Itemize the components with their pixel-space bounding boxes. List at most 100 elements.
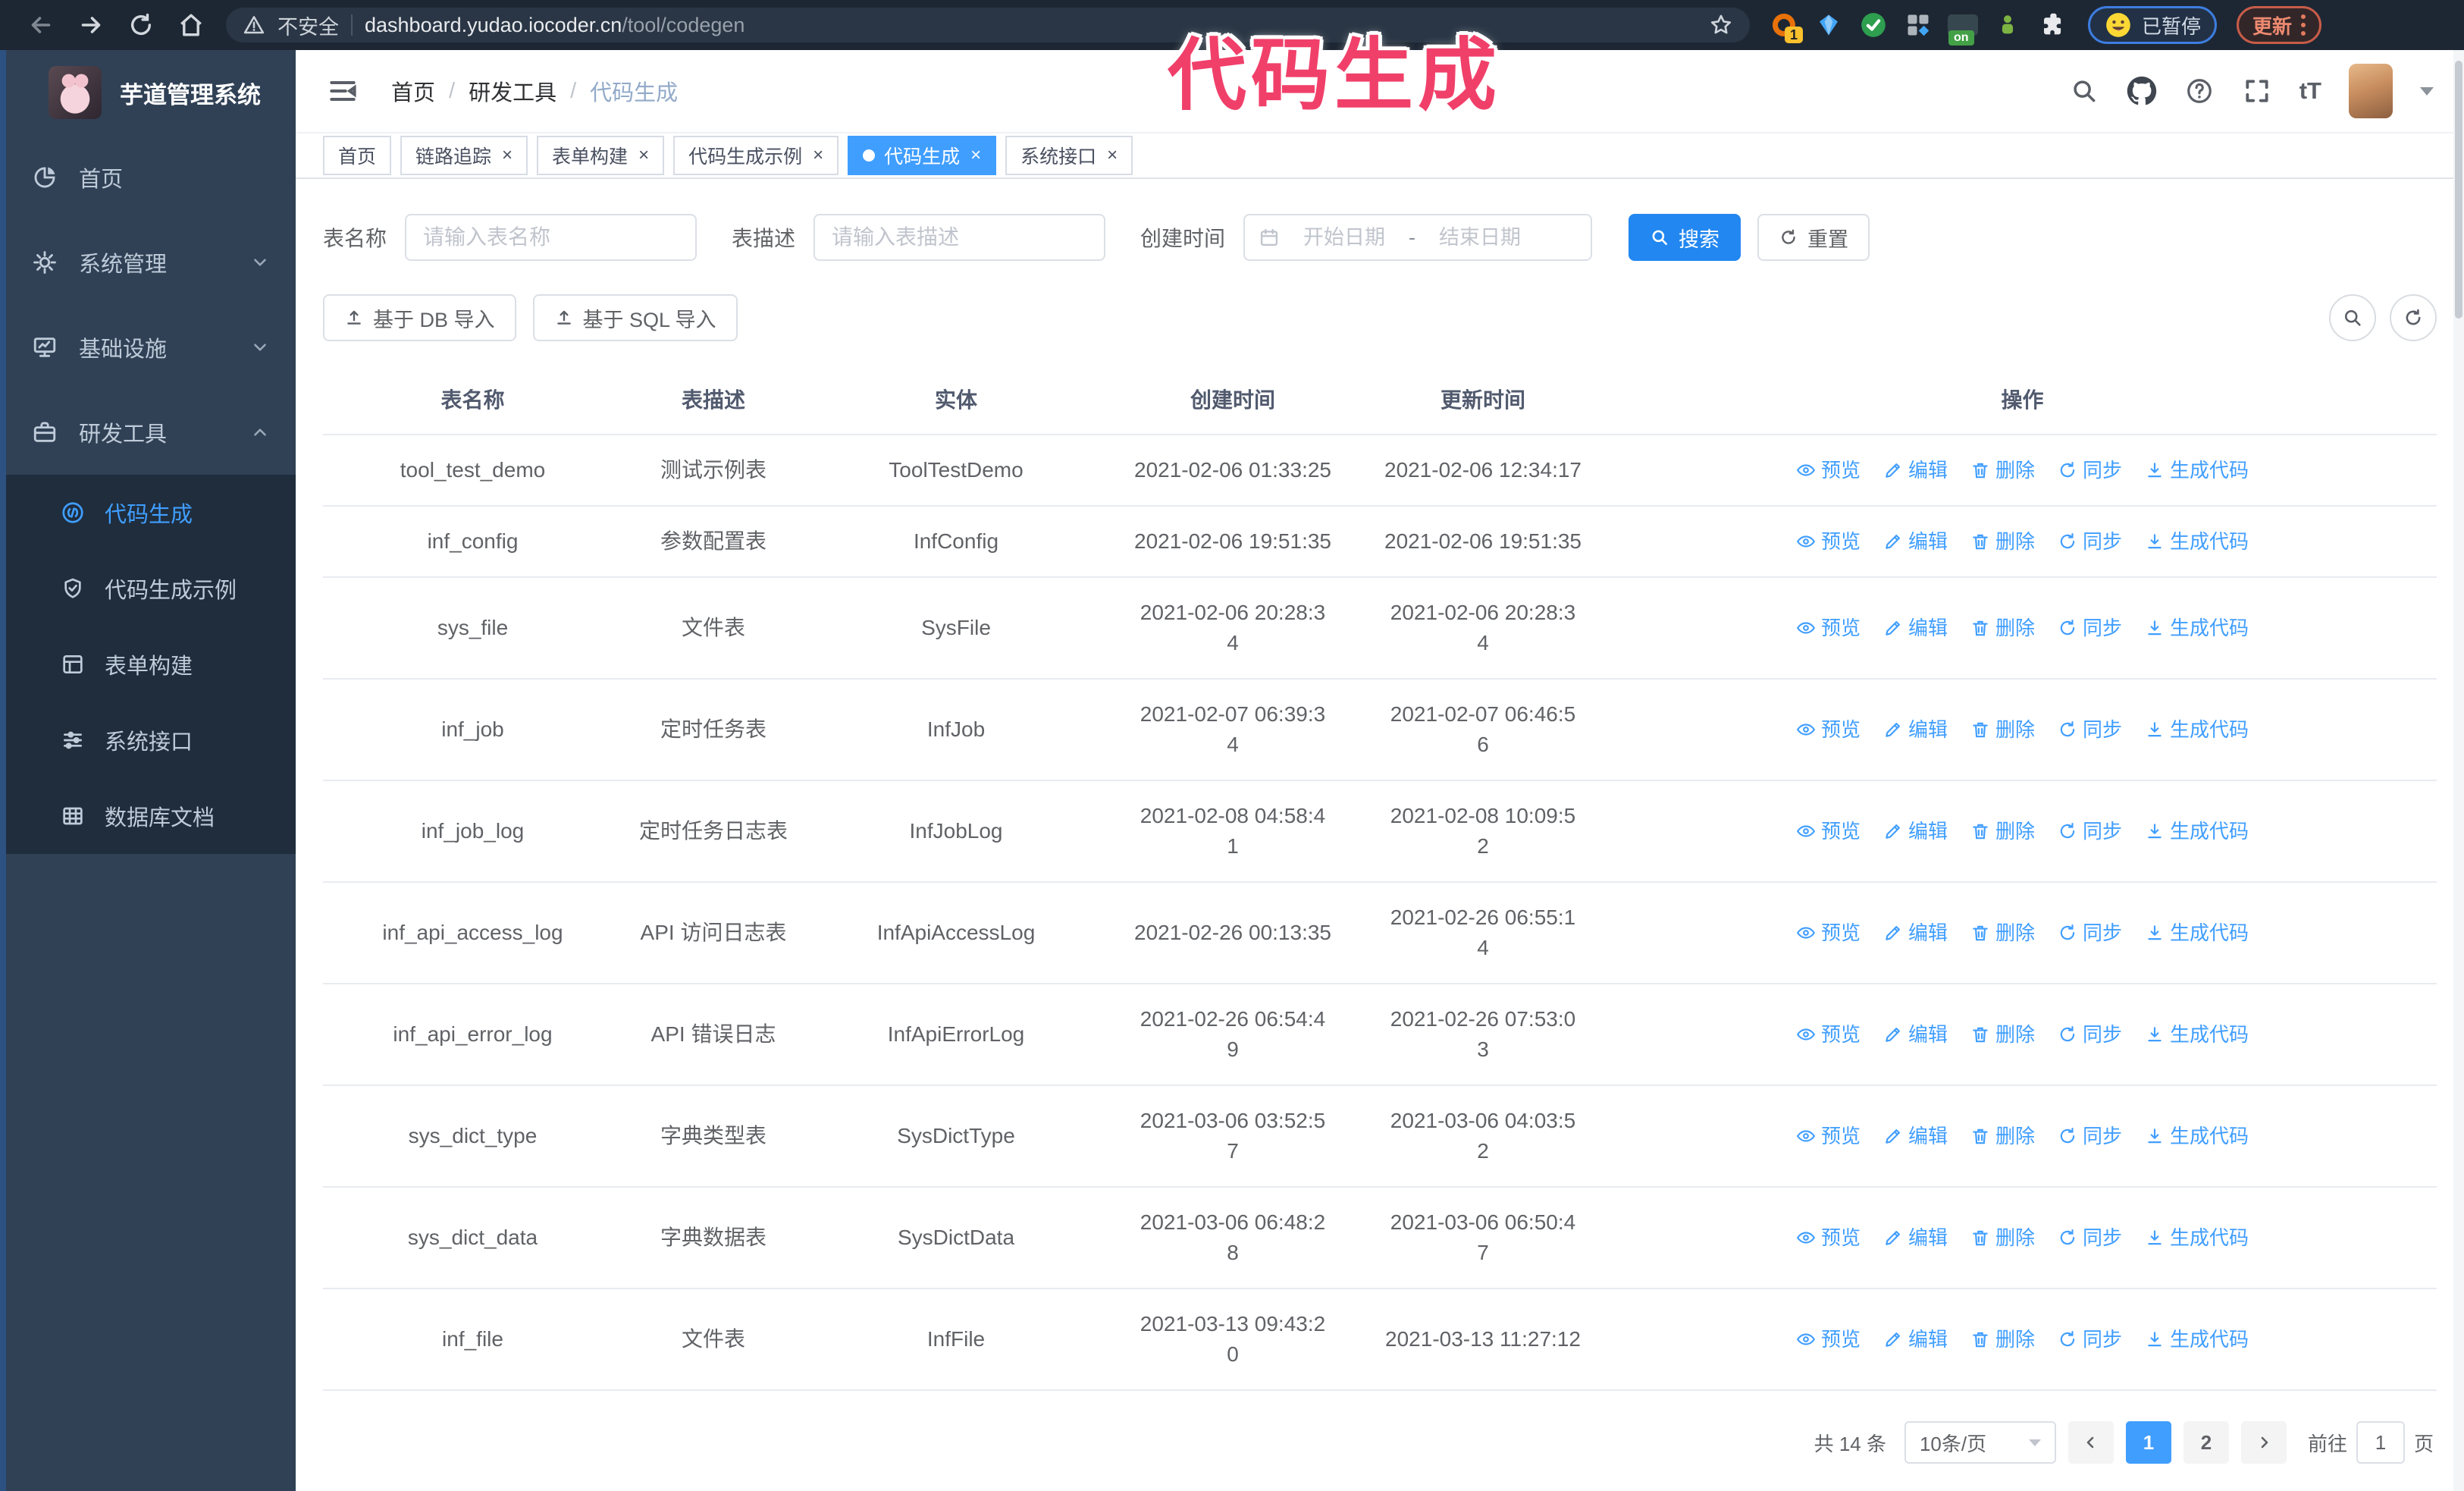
edit-link[interactable]: 编辑 — [1883, 1121, 1948, 1151]
browser-reload-icon[interactable] — [120, 8, 162, 42]
edit-link[interactable]: 编辑 — [1883, 1019, 1948, 1050]
tab-1[interactable]: 链路追踪 × — [400, 136, 528, 175]
tab-close-icon[interactable]: × — [813, 145, 824, 165]
sync-link[interactable]: 同步 — [2058, 613, 2122, 643]
edit-link[interactable]: 编辑 — [1883, 1223, 1948, 1253]
end-date-input[interactable] — [1423, 225, 1538, 250]
table-name-input[interactable] — [405, 214, 698, 261]
preview-link[interactable]: 预览 — [1796, 816, 1861, 846]
avatar-caret-icon[interactable] — [2420, 86, 2434, 96]
sidebar-item-infra[interactable]: 基础设施 — [6, 305, 296, 390]
delete-link[interactable]: 删除 — [1970, 1019, 2035, 1050]
tab-0[interactable]: 首页 — [323, 136, 392, 175]
preview-link[interactable]: 预览 — [1796, 1223, 1861, 1253]
sidebar-item-system[interactable]: 系统管理 — [6, 220, 296, 305]
github-icon[interactable] — [2127, 76, 2157, 106]
toggle-search-button[interactable] — [2329, 294, 2376, 341]
delete-link[interactable]: 删除 — [1970, 1324, 2035, 1354]
goto-page-input[interactable] — [2356, 1421, 2405, 1464]
sync-link[interactable]: 同步 — [2058, 455, 2122, 485]
hamburger-icon[interactable] — [326, 74, 359, 108]
tab-3[interactable]: 代码生成示例 × — [673, 136, 839, 175]
page-url[interactable]: dashboard.yudao.iocoder.cn/tool/codegen — [365, 13, 745, 36]
edit-link[interactable]: 编辑 — [1883, 816, 1948, 846]
bookmark-star-icon[interactable] — [1709, 13, 1733, 37]
user-avatar[interactable] — [2349, 64, 2393, 118]
sidebar-item-form-builder[interactable]: 表单构建 — [6, 626, 296, 702]
delete-link[interactable]: 删除 — [1970, 918, 2035, 948]
fullscreen-icon[interactable] — [2242, 76, 2272, 106]
tab-2[interactable]: 表单构建 × — [537, 136, 665, 175]
sidebar-item-devtools[interactable]: 研发工具 — [6, 390, 296, 475]
tab-5[interactable]: 系统接口 × — [1005, 136, 1133, 175]
import-db-button[interactable]: 基于 DB 导入 — [323, 294, 516, 341]
generate-code-link[interactable]: 生成代码 — [2145, 526, 2249, 557]
sync-link[interactable]: 同步 — [2058, 526, 2122, 557]
puzzle-icon[interactable] — [2036, 9, 2068, 41]
delete-link[interactable]: 删除 — [1970, 526, 2035, 557]
next-page-button[interactable] — [2240, 1421, 2287, 1464]
browser-back-icon[interactable] — [20, 8, 62, 42]
tab-close-icon[interactable]: × — [1107, 145, 1118, 165]
edit-link[interactable]: 编辑 — [1883, 714, 1948, 745]
tab-close-icon[interactable]: × — [638, 145, 650, 165]
preview-link[interactable]: 预览 — [1796, 526, 1861, 557]
generate-code-link[interactable]: 生成代码 — [2145, 918, 2249, 948]
preview-link[interactable]: 预览 — [1796, 714, 1861, 745]
delete-link[interactable]: 删除 — [1970, 714, 2035, 745]
generate-code-link[interactable]: 生成代码 — [2145, 714, 2249, 745]
generate-code-link[interactable]: 生成代码 — [2145, 1223, 2249, 1253]
extension-check-icon[interactable] — [1857, 9, 1889, 41]
sync-link[interactable]: 同步 — [2058, 1121, 2122, 1151]
page-size-select[interactable]: 10条/页 — [1904, 1421, 2056, 1464]
edit-link[interactable]: 编辑 — [1883, 918, 1948, 948]
sidebar-item-home[interactable]: 首页 — [6, 135, 296, 220]
generate-code-link[interactable]: 生成代码 — [2145, 816, 2249, 846]
preview-link[interactable]: 预览 — [1796, 613, 1861, 643]
delete-link[interactable]: 删除 — [1970, 455, 2035, 485]
preview-link[interactable]: 预览 — [1796, 1324, 1861, 1354]
date-range-picker[interactable]: - — [1243, 214, 1593, 261]
scrollbar-thumb[interactable] — [2455, 61, 2462, 319]
browser-forward-icon[interactable] — [70, 8, 112, 42]
generate-code-link[interactable]: 生成代码 — [2145, 1019, 2249, 1050]
start-date-input[interactable] — [1287, 225, 1402, 250]
import-sql-button[interactable]: 基于 SQL 导入 — [532, 294, 738, 341]
sidebar-item-codegen-demo[interactable]: 代码生成示例 — [6, 551, 296, 626]
table-desc-input[interactable] — [813, 214, 1106, 261]
page-button-2[interactable]: 2 — [2183, 1421, 2229, 1464]
tab-4[interactable]: 代码生成 × — [848, 136, 997, 175]
font-size-icon[interactable]: tT — [2299, 77, 2321, 104]
update-button[interactable]: 更新 — [2237, 6, 2322, 44]
extension-robot-icon[interactable] — [1992, 9, 2024, 41]
generate-code-link[interactable]: 生成代码 — [2145, 1324, 2249, 1354]
profile-paused-chip[interactable]: 已暂停 — [2088, 6, 2218, 44]
edit-link[interactable]: 编辑 — [1883, 455, 1948, 485]
delete-link[interactable]: 删除 — [1970, 613, 2035, 643]
sidebar-item-db-doc[interactable]: 数据库文档 — [6, 778, 296, 854]
extension-orange-icon[interactable]: 1 — [1768, 9, 1803, 43]
sidebar-item-system-api[interactable]: 系统接口 — [6, 702, 296, 778]
preview-link[interactable]: 预览 — [1796, 918, 1861, 948]
sync-link[interactable]: 同步 — [2058, 1019, 2122, 1050]
tab-close-icon[interactable]: × — [502, 145, 513, 165]
delete-link[interactable]: 删除 — [1970, 1223, 2035, 1253]
page-scrollbar[interactable] — [2453, 50, 2464, 1491]
search-icon[interactable] — [2069, 76, 2099, 106]
security-label[interactable]: 不安全 — [277, 15, 339, 39]
delete-link[interactable]: 删除 — [1970, 816, 2035, 846]
sidebar-item-codegen[interactable]: 代码生成 — [6, 475, 296, 551]
sync-link[interactable]: 同步 — [2058, 714, 2122, 745]
breadcrumb-home[interactable]: 首页 — [391, 81, 436, 105]
extension-gem-icon[interactable] — [1813, 9, 1845, 41]
sync-link[interactable]: 同步 — [2058, 1324, 2122, 1354]
generate-code-link[interactable]: 生成代码 — [2145, 1121, 2249, 1151]
extension-on-icon[interactable]: on — [1947, 9, 1979, 46]
edit-link[interactable]: 编辑 — [1883, 526, 1948, 557]
delete-link[interactable]: 删除 — [1970, 1121, 2035, 1151]
breadcrumb-devtools[interactable]: 研发工具 — [469, 81, 557, 105]
page-button-1[interactable]: 1 — [2125, 1421, 2171, 1464]
extension-grid-icon[interactable] — [1902, 9, 1934, 41]
search-button[interactable]: 搜索 — [1629, 214, 1741, 261]
sync-link[interactable]: 同步 — [2058, 918, 2122, 948]
